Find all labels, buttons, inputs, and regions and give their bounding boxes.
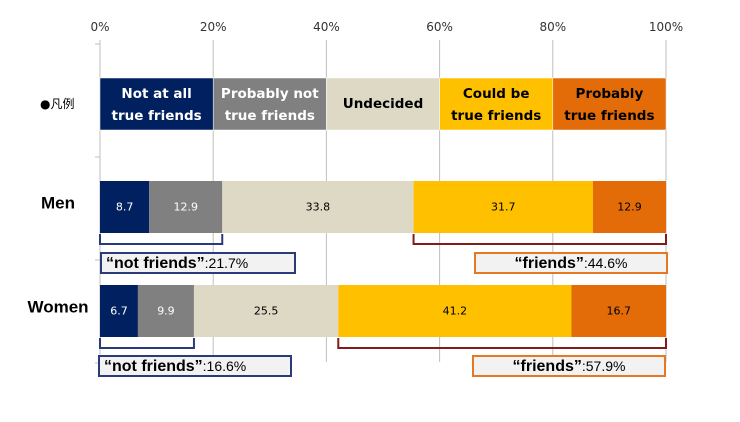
x-tick-label: 80% [539,20,566,34]
data-label: 25.5 [254,305,279,318]
women-not-friends-label: “not friends” [104,358,203,375]
x-tick-label: 0% [90,20,109,34]
bar-segment [137,285,194,337]
data-label: 31.7 [491,201,516,214]
legend-label-line: Probably [576,86,644,102]
bar-segment [413,181,593,233]
legend-label-line: true friends [225,108,315,124]
bar-segment [100,285,138,337]
x-tick-label: 60% [426,20,453,34]
not-friends-bracket [99,338,195,349]
x-tick-label: 20% [200,20,227,34]
legend-title: ●凡例 [40,97,74,111]
not-friends-bracket [99,234,224,245]
legend-swatch [552,77,667,131]
men-not-friends-value: :21.7% [204,255,249,271]
bar-segment [222,181,414,233]
legend-swatch [326,77,440,131]
legend-swatch [99,77,214,131]
data-label: 9.9 [157,305,175,318]
legend-label: Probably not true friends [221,86,319,124]
category-label: Men [41,194,75,213]
women-friends-callout: “friends”:57.9% [472,355,666,377]
friends-bracket [337,338,667,349]
legend-label: Not at all true friends [111,86,201,124]
x-tick-label: 40% [313,20,340,34]
friends-bracket [412,234,667,245]
legend-label-line: true friends [451,108,541,124]
data-label: 16.7 [606,305,631,318]
legend-label-line: true friends [564,108,654,124]
legend-label: Undecided [343,96,424,112]
bar-segment [571,285,666,337]
data-label: 6.7 [110,305,128,318]
men-friends-callout: “friends”:44.6% [474,252,668,274]
legend-label-line: Could be [463,86,530,102]
data-label: 12.9 [617,201,642,214]
women-friends-value: :57.9% [581,358,626,374]
bar-segment [338,285,572,337]
legend-label: Probably true friends [564,86,654,124]
legend-swatch [439,77,554,131]
men-friends-label: “friends” [514,255,584,272]
category-label: Women [27,298,88,317]
men-not-friends-label: “not friends” [106,255,205,272]
legend-swatch [212,77,327,131]
women-not-friends-callout: “not friends”:16.6% [98,355,292,377]
men-not-friends-callout: “not friends”:21.7% [100,252,296,274]
legend-label: Could be true friends [451,86,541,124]
legend-label-line: Probably not [221,86,319,102]
bar-segment [149,181,223,233]
bar-segment [592,181,666,233]
x-tick-label: 100% [649,20,683,34]
men-friends-value: :44.6% [583,255,628,271]
bar-segment [100,181,150,233]
data-label: 12.9 [173,201,198,214]
data-label: 41.2 [443,305,468,318]
data-label: 8.7 [116,201,134,214]
women-friends-label: “friends” [512,358,582,375]
legend-label-line: true friends [111,108,201,124]
women-not-friends-value: :16.6% [202,358,247,374]
legend-label-line: Not at all [121,86,191,102]
bar-segment [193,285,339,337]
data-label: 33.8 [306,201,331,214]
